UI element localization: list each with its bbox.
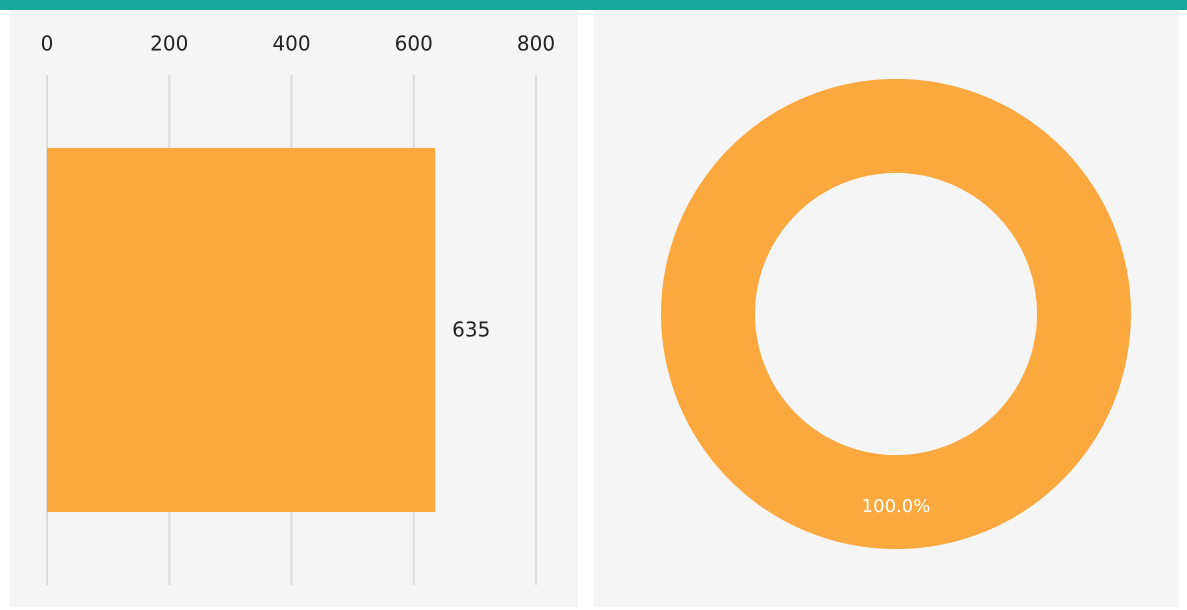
value-label: 635 xyxy=(452,318,490,342)
x-tick-label: 0 xyxy=(41,32,54,56)
x-tick-label: 800 xyxy=(517,32,555,56)
slice-label: 100.0% xyxy=(862,496,931,517)
x-tick-label: 600 xyxy=(395,32,433,56)
donut-slice xyxy=(660,78,1131,550)
bar xyxy=(47,147,436,513)
x-tick-label: 400 xyxy=(272,32,310,56)
x-tick-label: 200 xyxy=(150,32,188,56)
top-bar xyxy=(0,0,1187,10)
